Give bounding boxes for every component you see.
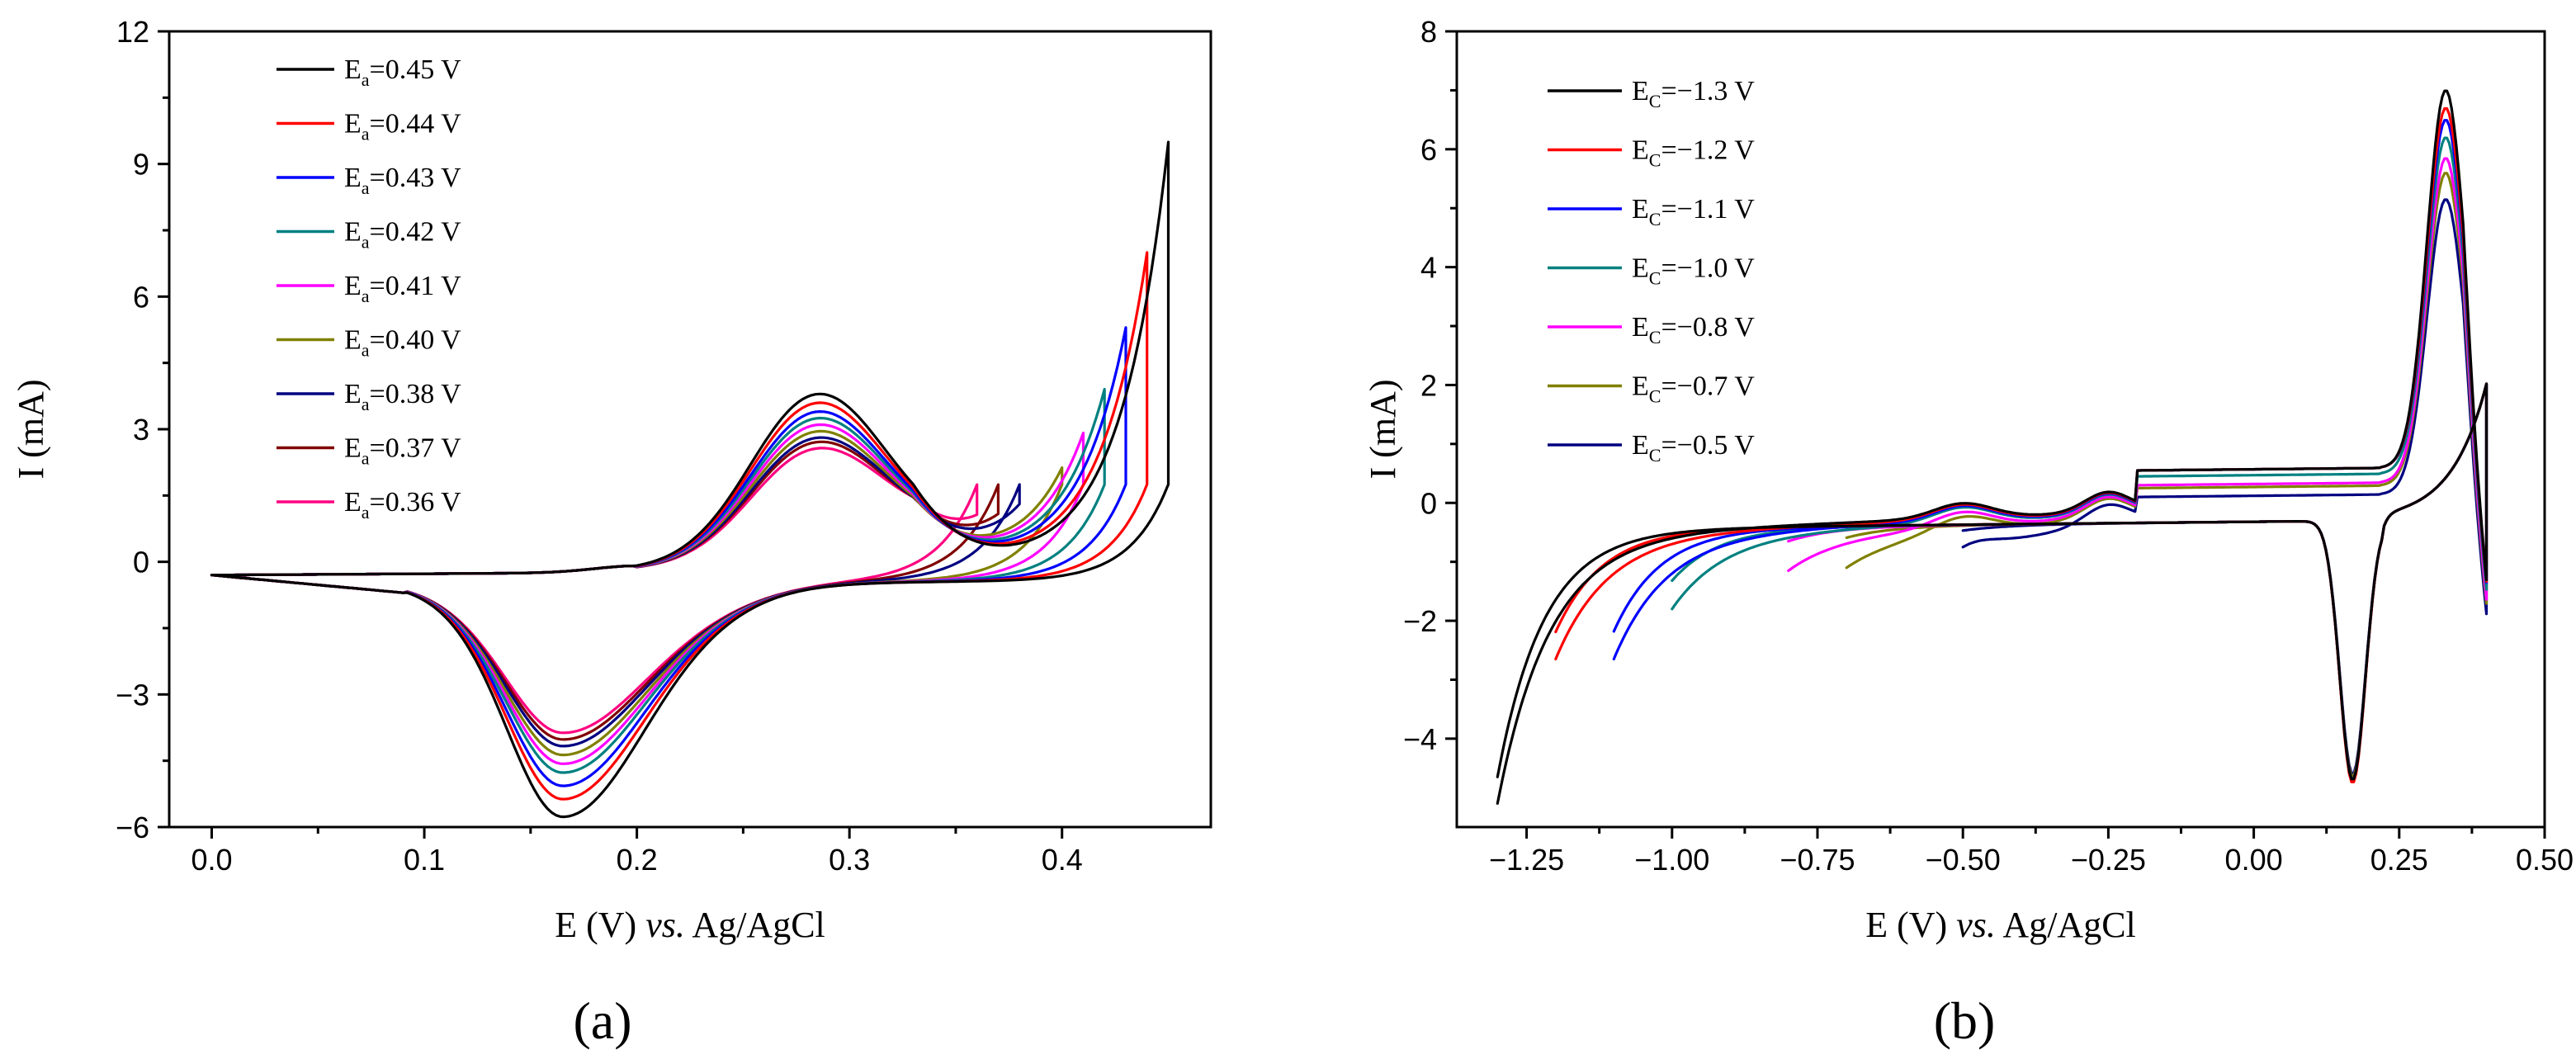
y-tick-label: −4	[1403, 722, 1437, 756]
panel-b-ticks: −1.25 −1.00 −0.75 −0.50 −0.25 0.00 0.25 0.50 −4 −…	[1403, 15, 2574, 877]
legend-label: EC=−0.5 V	[1632, 430, 1755, 466]
panel-b-y-axis-label: I (mA)	[1363, 380, 1403, 480]
y-tick-label: 6	[133, 280, 149, 314]
x-tick-label: 0.1	[404, 843, 445, 877]
cv-curve	[210, 140, 1170, 819]
y-tick-label: −3	[116, 678, 149, 712]
cv-curve	[210, 447, 979, 735]
cv-curve	[1845, 172, 2489, 778]
legend-label: Ea=0.40 V	[344, 325, 461, 361]
x-tick-label: 0.25	[2370, 843, 2428, 877]
x-tick-label: 0.50	[2516, 843, 2574, 877]
panel-b-x-axis-label: E (V) vs. Ag/AgCl	[1865, 905, 2136, 945]
panel-a-ticks: 0.0 0.1 0.2 0.3 0.4 −6 −3 0 3 6 9 12	[116, 15, 1083, 877]
legend-label: EC=−0.8 V	[1632, 312, 1755, 347]
legend-label: EC=−1.3 V	[1632, 76, 1755, 111]
y-tick-label: 4	[1420, 251, 1437, 285]
legend-label: Ea=0.44 V	[344, 109, 461, 144]
panel-a-curves	[210, 140, 1170, 819]
y-tick-label: 9	[133, 148, 149, 182]
panel-a-legend: Ea=0.45 V Ea=0.44 V Ea=0.43 V Ea=0.42 V Ea=0…	[277, 54, 461, 522]
legend-label: Ea=0.36 V	[344, 487, 461, 522]
y-tick-label: 0	[1420, 486, 1437, 520]
cv-curve	[210, 440, 1000, 741]
y-tick-label: 0	[133, 546, 149, 579]
y-tick-label: 2	[1420, 368, 1437, 402]
x-tick-label: 0.3	[829, 843, 870, 877]
x-tick-label: −1.00	[1634, 843, 1709, 877]
x-tick-label: −1.25	[1489, 843, 1564, 877]
panel-a-label: (a)	[573, 991, 631, 1050]
panel-a-x-axis-label: E (V) vs. Ag/AgCl	[555, 905, 825, 945]
x-tick-label: −0.75	[1780, 843, 1855, 877]
x-tick-label: −0.25	[2071, 843, 2146, 877]
cv-curve	[1496, 89, 2489, 805]
x-tick-label: 0.00	[2225, 843, 2283, 877]
y-tick-label: 8	[1420, 15, 1437, 49]
x-tick-label: −0.50	[1926, 843, 2001, 877]
y-tick-label: 6	[1420, 133, 1437, 167]
x-tick-label: 0.2	[617, 843, 658, 877]
y-tick-label: −2	[1403, 604, 1437, 638]
legend-label: Ea=0.43 V	[344, 163, 461, 198]
legend-label: Ea=0.45 V	[344, 54, 461, 90]
panel-b-legend: EC=−1.3 V EC=−1.2 V EC=−1.1 V EC=−1.0 V EC=−…	[1548, 76, 1755, 466]
panel-b-plot-frame	[1455, 30, 2546, 829]
y-tick-label: −6	[116, 811, 149, 844]
legend-label: EC=−0.7 V	[1632, 371, 1755, 407]
y-tick-label: 12	[116, 15, 149, 49]
cv-curve	[210, 423, 1085, 765]
legend-label: EC=−1.0 V	[1632, 253, 1755, 289]
x-tick-label: 0.0	[191, 843, 232, 877]
cv-curve	[1787, 157, 2489, 781]
legend-label: Ea=0.42 V	[344, 217, 461, 253]
x-tick-label: 0.4	[1042, 843, 1083, 877]
legend-label: Ea=0.37 V	[344, 433, 461, 469]
panel-b: −1.25 −1.00 −0.75 −0.50 −0.25 0.00 0.25 0.50 −4 −…	[1363, 15, 2574, 1050]
panel-a-plot-frame	[168, 30, 1212, 829]
legend-label: Ea=0.38 V	[344, 379, 461, 414]
panel-b-curves	[1496, 89, 2489, 805]
legend-label: Ea=0.41 V	[344, 271, 461, 306]
legend-label: EC=−1.2 V	[1632, 135, 1755, 171]
legend-label: EC=−1.1 V	[1632, 194, 1755, 229]
panel-a-y-axis-label: I (mA)	[11, 380, 51, 480]
cv-curve	[210, 429, 1064, 757]
y-tick-label: 3	[133, 413, 149, 447]
panel-b-label: (b)	[1934, 991, 1996, 1050]
